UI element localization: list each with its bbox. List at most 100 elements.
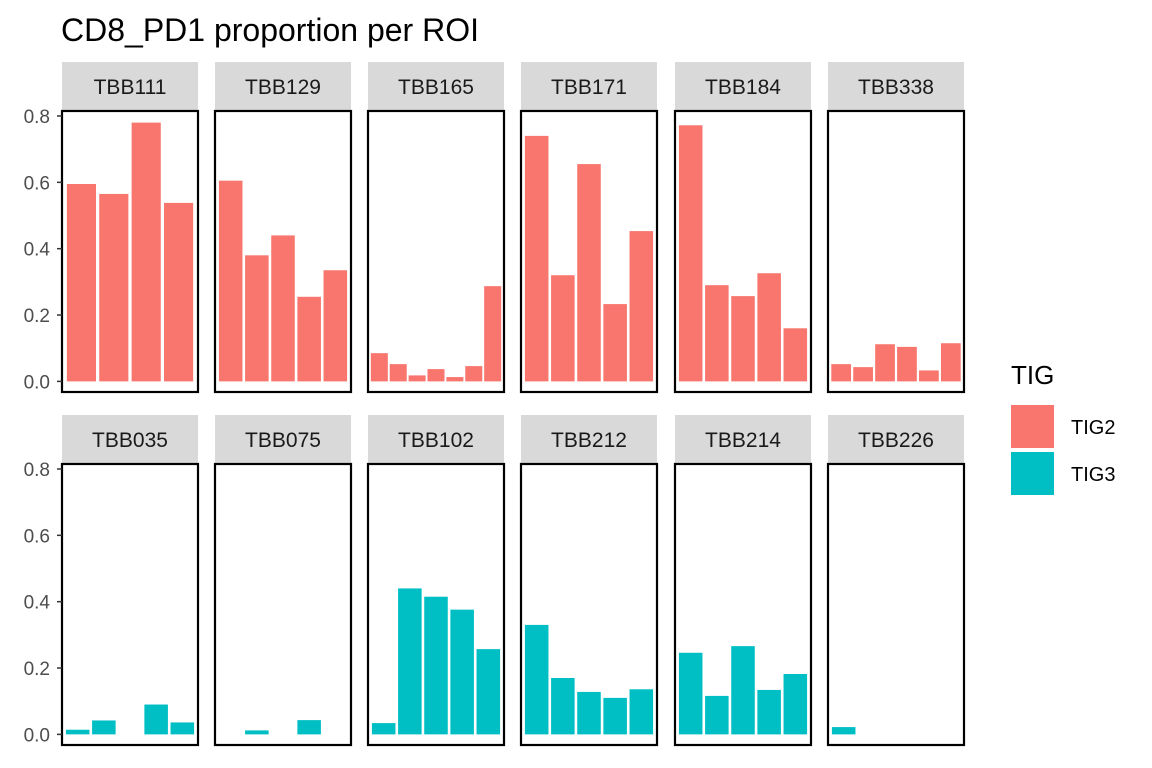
panel-border <box>213 109 353 394</box>
panel-border <box>366 109 506 394</box>
bar <box>65 729 90 735</box>
chart-title: CD8_PD1 proportion per ROI <box>61 12 479 48</box>
bar <box>783 674 808 735</box>
y-tick-label: 0.2 <box>24 659 50 680</box>
bar <box>940 343 961 382</box>
facet-strip <box>675 415 811 464</box>
legend-key-tig3 <box>1011 452 1054 495</box>
bar <box>577 164 601 382</box>
facet-strip <box>62 415 198 464</box>
panel-border <box>826 462 966 747</box>
bar <box>875 344 895 382</box>
bar <box>629 231 654 382</box>
bar <box>757 689 781 735</box>
facet-panel-tbb165: TBB165 <box>366 62 506 394</box>
y-axis: 0.0 0.2 0.4 0.6 0.8 <box>24 460 62 746</box>
bar <box>524 624 549 735</box>
facet-panel-tbb129: TBB129 <box>213 62 353 394</box>
bar <box>551 275 575 382</box>
bar <box>144 704 168 735</box>
facet-strip-label: TBB075 <box>245 429 321 452</box>
bar <box>731 646 755 735</box>
facet-strip-label: TBB111 <box>94 76 167 99</box>
panel-border <box>519 462 659 747</box>
bar <box>629 689 654 735</box>
facet-strip <box>62 62 198 111</box>
bar <box>424 596 448 735</box>
bar <box>92 720 116 735</box>
facet-panel-tbb111: TBB111 <box>60 62 200 394</box>
bar <box>245 730 269 735</box>
bar <box>853 367 873 382</box>
y-axis: 0.0 0.2 0.4 0.6 0.8 <box>24 107 62 393</box>
facet-strip <box>828 415 964 464</box>
bar <box>450 609 474 735</box>
bar <box>476 649 501 735</box>
facet-strip <box>521 62 657 111</box>
legend-title: TIG <box>1011 360 1054 390</box>
facet-strip <box>521 415 657 464</box>
y-tick-label: 0.0 <box>24 372 50 393</box>
panel-border <box>519 109 659 394</box>
bar <box>297 296 321 382</box>
facet-strip <box>368 62 504 111</box>
bar <box>524 135 549 382</box>
bar <box>297 720 321 735</box>
y-axes: 0.0 0.2 0.4 0.6 0.8 0.0 0.2 0.4 0.6 0.8 <box>24 107 62 746</box>
bar <box>551 677 575 735</box>
bar <box>164 202 194 382</box>
panel-border <box>60 109 200 394</box>
bar <box>371 723 396 735</box>
legend-label: TIG2 <box>1071 417 1115 439</box>
bar <box>484 286 502 382</box>
bar <box>398 588 422 735</box>
facet-panel-tbb171: TBB171 <box>519 62 659 394</box>
bar <box>66 183 96 382</box>
panel-border <box>673 462 813 747</box>
y-tick-label: 0.2 <box>24 306 50 327</box>
panel-border <box>60 462 200 747</box>
bar <box>99 193 129 382</box>
panel-border <box>213 462 353 747</box>
facet-strip <box>828 62 964 111</box>
facet-panel-tbb035: TBB035 <box>60 415 200 747</box>
y-tick-label: 0.6 <box>24 526 50 547</box>
facet-panel-tbb214: TBB214 <box>673 415 813 747</box>
legend: TIG TIG2 TIG3 <box>1011 360 1115 495</box>
panel-border <box>826 109 966 394</box>
facet-strip-label: TBB214 <box>705 429 781 452</box>
bar <box>603 697 627 735</box>
facet-strip-label: TBB102 <box>398 429 474 452</box>
facet-panel-tbb184: TBB184 <box>673 62 813 394</box>
bar <box>603 304 627 382</box>
y-tick-label: 0.4 <box>24 240 51 261</box>
bar <box>897 346 917 382</box>
bar <box>577 691 601 735</box>
facet-panel-tbb075: TBB075 <box>213 415 353 747</box>
facet-panel-tbb338: TBB338 <box>826 62 966 394</box>
bar <box>323 270 348 382</box>
bar <box>245 255 269 382</box>
bar <box>131 122 161 382</box>
panel-border <box>673 109 813 394</box>
facet-strip-label: TBB129 <box>245 76 321 99</box>
bar <box>705 285 729 382</box>
legend-label: TIG3 <box>1071 464 1115 486</box>
facet-strip <box>215 62 351 111</box>
facet-strip-label: TBB035 <box>92 429 168 452</box>
bar <box>370 353 388 382</box>
y-tick-label: 0.8 <box>24 107 50 128</box>
bar <box>783 328 808 382</box>
facet-strip-label: TBB184 <box>705 76 781 99</box>
facet-panel-tbb226: TBB226 <box>826 415 966 747</box>
y-tick-label: 0.8 <box>24 460 50 481</box>
bar <box>757 273 781 382</box>
facet-strip-label: TBB171 <box>551 76 627 99</box>
bar <box>218 180 243 382</box>
facet-strip-label: TBB212 <box>551 429 627 452</box>
bar <box>705 695 729 735</box>
bar <box>170 722 195 735</box>
facet-strip <box>675 62 811 111</box>
y-tick-label: 0.6 <box>24 173 50 194</box>
